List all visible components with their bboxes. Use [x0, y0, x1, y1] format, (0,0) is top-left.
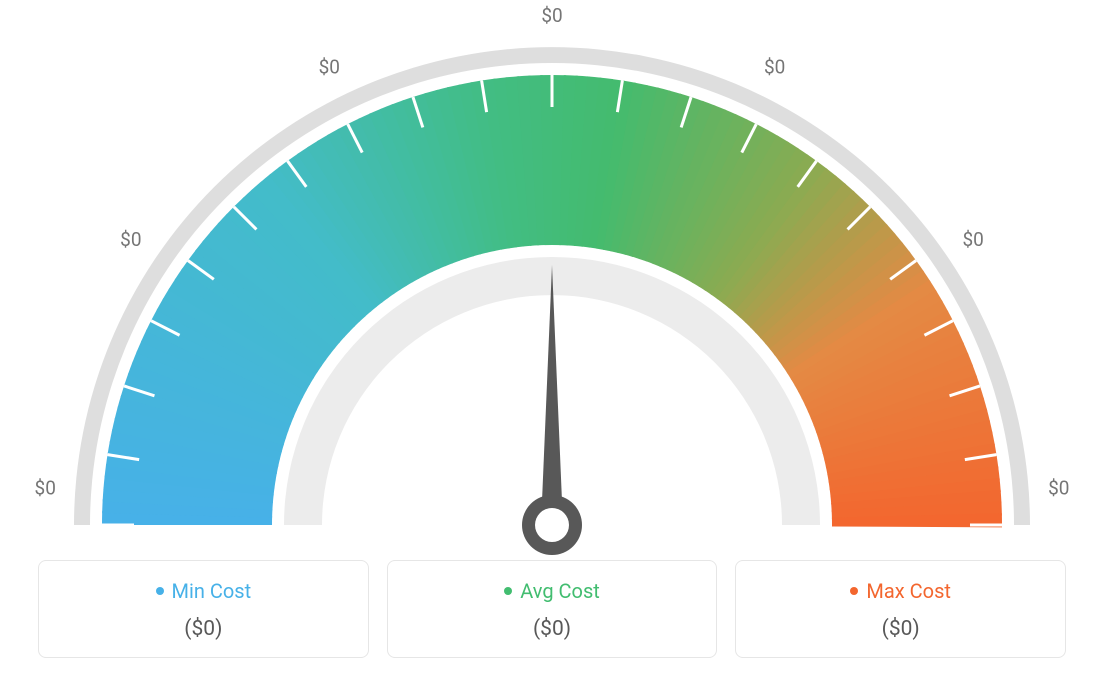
gauge-wrap: $0 $0 $0 $0 $0 $0 $0 — [0, 0, 1104, 560]
legend-label-max: Max Cost — [866, 579, 951, 603]
legend-label-avg: Avg Cost — [520, 579, 600, 603]
legend-row: Min Cost ($0) Avg Cost ($0) Max Cost ($0… — [0, 560, 1104, 658]
legend-value-max: ($0) — [746, 617, 1055, 641]
legend-dot-min — [156, 587, 164, 595]
svg-text:$0: $0 — [319, 55, 340, 78]
svg-text:$0: $0 — [962, 228, 983, 251]
svg-text:$0: $0 — [541, 4, 562, 27]
legend-card-min: Min Cost ($0) — [38, 560, 369, 658]
legend-title-avg: Avg Cost — [504, 579, 600, 603]
legend-value-min: ($0) — [49, 617, 358, 641]
svg-text:$0: $0 — [764, 55, 785, 78]
legend-value-avg: ($0) — [398, 617, 707, 641]
legend-dot-avg — [504, 587, 512, 595]
svg-text:$0: $0 — [35, 477, 56, 500]
legend-title-max: Max Cost — [850, 579, 951, 603]
gauge-svg: $0 $0 $0 $0 $0 $0 $0 — [0, 0, 1104, 560]
svg-text:$0: $0 — [1048, 477, 1069, 500]
svg-text:$0: $0 — [120, 228, 141, 251]
chart-container: $0 $0 $0 $0 $0 $0 $0 Min Cost ($0) Avg Cost ($… — [0, 0, 1104, 690]
legend-card-max: Max Cost ($0) — [735, 560, 1066, 658]
legend-title-min: Min Cost — [156, 579, 252, 603]
legend-label-min: Min Cost — [172, 579, 252, 603]
legend-dot-max — [850, 587, 858, 595]
legend-card-avg: Avg Cost ($0) — [387, 560, 718, 658]
